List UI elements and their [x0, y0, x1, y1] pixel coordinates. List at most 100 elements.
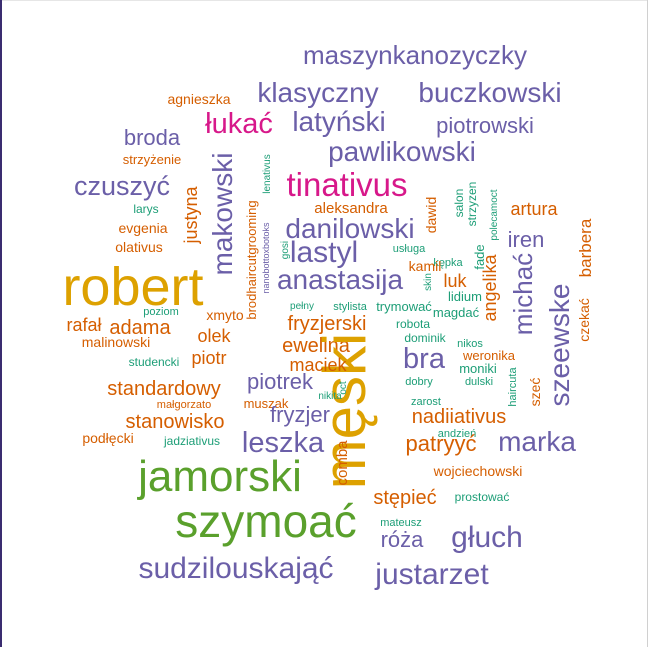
word-czuszyc: czuszyć [74, 171, 170, 201]
word-pawlikowski: pawlikowski [328, 136, 476, 167]
word-szymoac: szymoać [175, 495, 356, 547]
word-latynski: latyński [292, 106, 385, 137]
word-justyna: justyna [181, 186, 201, 245]
word-zarost: zarost [411, 396, 441, 408]
word-maciek: maciek [289, 355, 347, 375]
word-comba: comba [334, 440, 351, 486]
word-magdac: magdać [433, 305, 480, 320]
word-aleksandra: aleksandra [314, 200, 388, 217]
word-haircuta: haircuta [507, 367, 519, 407]
word-olativus: olativus [115, 239, 162, 255]
word-dominik: dominik [404, 331, 446, 345]
word-broda: broda [124, 125, 181, 150]
word-lenativus: lenativus [262, 154, 273, 193]
word-tinativus: tinativus [286, 166, 407, 203]
word-dulski: dulski [465, 376, 493, 388]
word-skin: skin [423, 273, 434, 291]
word-brodhaircutgrooming: brodhaircutgrooming [244, 200, 259, 319]
word-barbera: barbera [576, 218, 595, 277]
word-szeewske: szeewske [544, 284, 575, 407]
word-strzyzenie: strzyżenie [123, 152, 182, 167]
word-wojciechowski: wojciechowski [433, 463, 523, 479]
word-michac: michać [508, 253, 538, 335]
word-roza: róża [381, 527, 425, 552]
word-prostowac: prostować [455, 490, 510, 504]
word-artura: artura [510, 199, 558, 219]
word-strzyzen: strzyzen [465, 182, 479, 227]
word-meski: męski [311, 333, 378, 490]
word-agnieszka: agnieszka [167, 91, 230, 107]
word-nikos: nikos [457, 338, 483, 350]
word-studencki: studencki [129, 355, 180, 369]
word-piotr: piotr [191, 348, 226, 368]
word-kamil: kamil [409, 258, 442, 274]
word-moniki: moniki [459, 361, 497, 376]
word-lastyl: lastyl [290, 236, 358, 269]
word-robota: robota [396, 317, 430, 331]
word-fryzjer: fryzjer [270, 402, 330, 427]
word-xmyto: xmyto [206, 307, 244, 323]
word-podlecki: podłęcki [82, 430, 133, 446]
word-piotrek: piotrek [247, 369, 314, 394]
word-leszka: leszka [242, 427, 325, 459]
word-nikita: nikita [318, 391, 342, 402]
word-poziom: poziom [143, 306, 178, 318]
word-anastasija: anastasija [277, 264, 404, 295]
word-adama: adama [109, 317, 171, 339]
word-jadziativus: jadziativus [163, 434, 220, 448]
word-dobry: dobry [405, 376, 433, 388]
word-makowski: makowski [207, 153, 238, 276]
word-marka: marka [498, 426, 576, 457]
word-patryyc: patryyć [406, 431, 477, 456]
word-robert: robert [62, 257, 203, 317]
word-sudzilouskajac: sudzilouskająć [138, 552, 333, 585]
word-gosi: gosi [280, 241, 291, 259]
word-danilowski: danilowski [285, 213, 414, 244]
word-piotrowski: piotrowski [436, 113, 534, 138]
word-larys: larys [133, 202, 158, 216]
frame-top-border [0, 0, 648, 1]
word-malinowski: malinowski [82, 334, 150, 350]
word-maszynkanozyczky: maszynkanozyczky [303, 40, 527, 70]
word-pelny: pełny [290, 301, 314, 312]
word-polecamoct: polecamoct [489, 189, 500, 240]
frame-left-border [0, 0, 2, 647]
word-evgenia: evgenia [118, 220, 167, 236]
word-weronika: weronika [462, 348, 516, 363]
word-oct: oct [338, 381, 349, 395]
word-andzien: andzień [438, 428, 477, 440]
word-lidium: lidium [448, 289, 482, 304]
word-nadiiativus: nadiiativus [412, 406, 507, 428]
word-standardowy: standardowy [107, 378, 220, 400]
word-stepiec: stępieć [373, 487, 436, 509]
word-fryzjerski: fryzjerski [288, 313, 367, 335]
word-trymowac: trymować [376, 299, 432, 314]
word-bra: bra [403, 343, 446, 375]
word-mateusz: mateusz [380, 517, 422, 529]
word-rafal: rafał [66, 315, 101, 335]
word-klasyczny: klasyczny [257, 77, 378, 108]
word-stylista: stylista [333, 301, 368, 313]
word-gluch: głuch [451, 521, 523, 554]
word-luk: luk [443, 271, 467, 291]
word-salon: salon [452, 189, 466, 218]
word-fade: fade [472, 244, 487, 269]
word-buczkowski: buczkowski [418, 77, 561, 108]
word-muszak: muszak [244, 396, 289, 411]
word-lukac: łukać [205, 108, 273, 140]
word-czekac: czekać [576, 298, 592, 342]
word-usluga: usługa [393, 243, 426, 255]
word-nanobottoxbotoks: nanobottoxbotoks [261, 222, 271, 294]
word-dawid: dawid [423, 197, 439, 234]
word-iren: iren [508, 227, 545, 252]
word-malgorzato: małgorzato [157, 399, 211, 411]
word-kepka: kępka [433, 257, 463, 269]
word-justarzet: justarzet [374, 558, 489, 591]
word-olek: olek [197, 326, 231, 346]
word-szec: szeć [527, 378, 543, 407]
word-ewelina: ewelina [282, 335, 351, 357]
word-angelika: angelika [480, 253, 500, 321]
word-stanowisko: stanowisko [126, 411, 225, 433]
